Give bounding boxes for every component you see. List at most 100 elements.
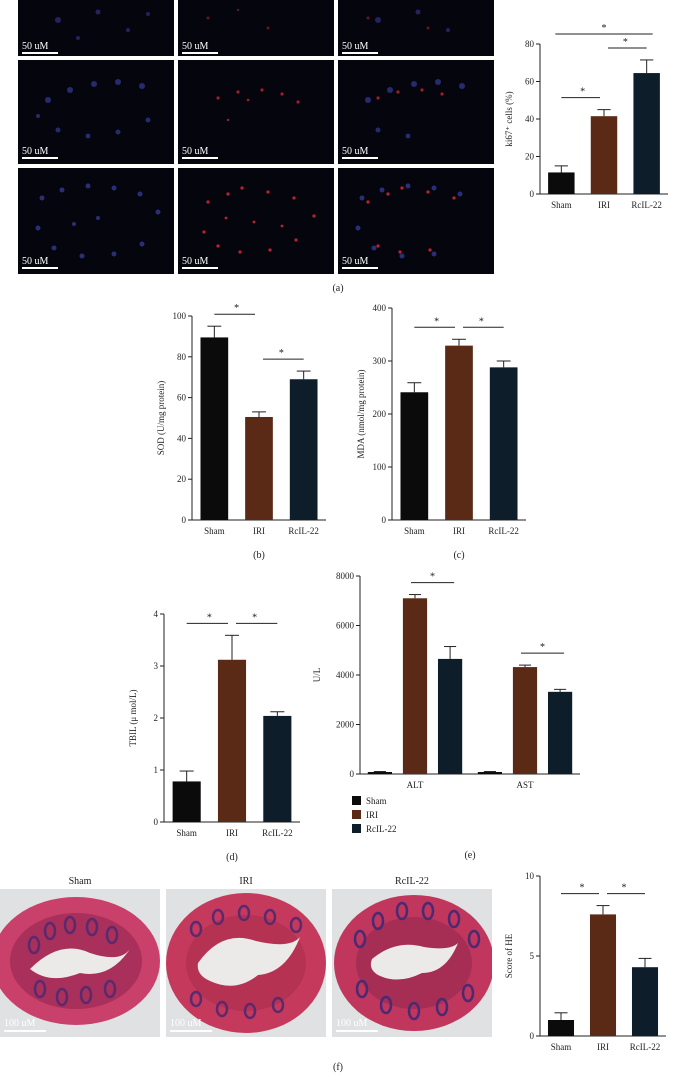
chart-sod: 0 20 40 60 80 100 SOD (U/mg protein) Sham IRI RcI… [156, 303, 326, 560]
panel-caption: (b) [253, 550, 265, 560]
y-tick-label: 10 [525, 871, 535, 881]
he-image-rcil22: 100 uM [332, 889, 492, 1037]
scale-bar [342, 52, 378, 54]
y-tick-label: 8000 [336, 571, 355, 581]
y-tick-label: 1 [154, 765, 159, 775]
bar-sham [172, 781, 201, 822]
chart-he-score: 0 5 10 Score of HE Sham IRI RcIL-22 * * [504, 871, 666, 1052]
significance-star: * [540, 642, 545, 653]
bar-sham [548, 172, 575, 194]
microscopy-rcil22-merge: 50 uM [338, 168, 494, 274]
chart-ki67: 0 20 40 60 80 ki67⁺ cells (%) Sham IRI RcIL-22 * *… [504, 24, 668, 210]
x-tick-label: IRI [226, 828, 238, 838]
y-tick-label: 0 [350, 769, 355, 779]
y-axis-label: ki67⁺ cells (%) [504, 91, 514, 146]
scale-bar-label: 50 uM [342, 146, 369, 157]
panel-a-caption: (a) [332, 283, 344, 294]
significance-star: * [207, 612, 212, 623]
row-label-iri: IRI [6, 107, 18, 122]
bar-iri [217, 659, 247, 822]
y-tick-label: 0 [530, 1031, 535, 1041]
bar-ast-iri [512, 667, 538, 774]
y-tick-label: 0 [382, 515, 387, 525]
y-axis-label: U/L [312, 668, 322, 683]
legend-label: Sham [366, 796, 387, 806]
bar-alt-rcil-22 [437, 658, 463, 774]
x-tick-label: Sham [204, 526, 225, 536]
scale-bar-label: 50 uM [22, 41, 49, 52]
x-tick-label: Sham [551, 200, 572, 210]
scale-bar [336, 1030, 378, 1032]
bar-rcil-22 [633, 73, 660, 194]
y-tick-label: 0 [154, 817, 159, 827]
x-tick-label: IRI [598, 200, 610, 210]
x-tick-label: RcIL-22 [288, 526, 319, 536]
bar-alt-iri [402, 598, 428, 774]
chart-tbil: 0 1 2 3 4 TBIL (μ mol/L) Sham IRI RcIL-22 * * (d) [128, 609, 300, 862]
y-tick-label: 0 [182, 515, 187, 525]
y-axis-label: Score of HE [504, 933, 514, 978]
scale-bar-label: 50 uM [182, 41, 209, 52]
y-tick-label: 80 [177, 352, 187, 362]
legend-swatch-sham [352, 796, 361, 805]
x-tick-label: IRI [597, 1042, 609, 1052]
chart-mda: 0 100 200 300 400 MDA (nmol/mg protein) Sham IR… [356, 303, 526, 560]
y-tick-label: 200 [373, 409, 387, 419]
y-tick-label: 5 [530, 951, 535, 961]
y-axis-label: TBIL (μ mol/L) [128, 690, 138, 747]
scale-bar [170, 1030, 212, 1032]
he-stain-image [166, 893, 326, 1033]
legend-swatch-iri [352, 810, 361, 819]
microscopy-sham-dapi: 50 uM [18, 0, 174, 56]
y-tick-label: 40 [525, 114, 535, 124]
y-tick-label: 20 [525, 152, 535, 162]
scale-bar [342, 267, 378, 269]
row-label-rcil22: RcIL-22 [6, 206, 18, 244]
scale-bar-label: 50 uM [342, 256, 369, 267]
x-tick-label: AST [516, 780, 534, 790]
bar-ast-sham [477, 772, 503, 774]
x-tick-label: ALT [407, 780, 424, 790]
significance-star: * [279, 348, 284, 359]
y-tick-label: 300 [373, 356, 387, 366]
he-title-sham: Sham [68, 876, 92, 887]
y-tick-label: 6000 [336, 621, 355, 631]
legend-swatch-rcil-22 [352, 824, 361, 833]
scale-bar [4, 1030, 46, 1032]
x-tick-label: Sham [404, 526, 425, 536]
significance-star: * [623, 37, 628, 48]
scale-bar-label: 50 uM [342, 41, 369, 52]
scale-bar-label: 100 uM [336, 1018, 368, 1029]
significance-star: * [252, 612, 257, 623]
x-tick-label: RcIL-22 [262, 828, 293, 838]
bar-ast-rcil-22 [547, 691, 573, 774]
he-stain-image [0, 897, 160, 1025]
y-tick-label: 4 [154, 609, 159, 619]
bar-alt-sham [367, 772, 393, 774]
x-tick-label: RcIL-22 [488, 526, 519, 536]
microscopy-rcil22-ki67: 50 uM [178, 168, 334, 274]
bar-sham [547, 1020, 575, 1036]
dapi-stain-image [55, 9, 150, 40]
microscopy-rcil22-dapi: 50 uM [18, 168, 174, 274]
significance-star: * [580, 883, 585, 894]
ki67-stain-image [206, 8, 270, 30]
scale-bar-label: 50 uM [182, 256, 209, 267]
bar-iri [245, 416, 273, 520]
scale-bar-label: 50 uM [22, 256, 49, 267]
significance-star: * [434, 316, 439, 327]
scale-bar-label: 100 uM [4, 1018, 36, 1029]
x-tick-label: Sham [551, 1042, 572, 1052]
y-tick-label: 60 [525, 77, 535, 87]
legend-label: IRI [366, 810, 378, 820]
panel-caption: (c) [453, 550, 464, 560]
scale-bar-label: 100 uM [170, 1018, 202, 1029]
y-tick-label: 400 [373, 303, 387, 313]
y-tick-label: 60 [177, 393, 187, 403]
microscopy-iri-dapi: 50 uM [18, 60, 174, 164]
dapi-stain-image [35, 183, 161, 259]
y-tick-label: 100 [373, 462, 387, 472]
dapi-stain-image [36, 79, 151, 139]
bar-sham [400, 392, 429, 520]
bar-iri [590, 116, 618, 194]
